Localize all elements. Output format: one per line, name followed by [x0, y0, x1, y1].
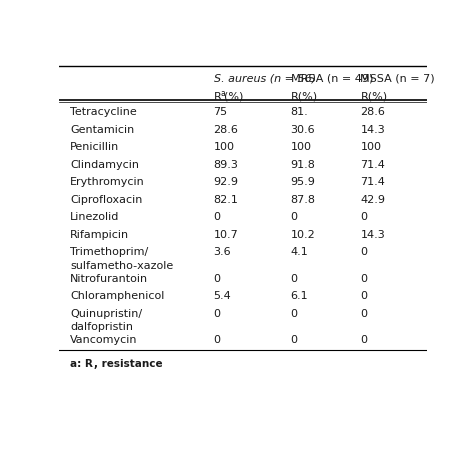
Text: Trimethoprim/: Trimethoprim/ — [70, 247, 148, 257]
Text: 0: 0 — [360, 212, 367, 222]
Text: R: R — [213, 91, 221, 101]
Text: Rifampicin: Rifampicin — [70, 230, 129, 240]
Text: 0: 0 — [360, 309, 367, 319]
Text: 100: 100 — [213, 142, 235, 152]
Text: (%): (%) — [224, 91, 244, 101]
Text: 4.1: 4.1 — [291, 247, 309, 257]
Text: 5.4: 5.4 — [213, 291, 231, 301]
Text: 71.4: 71.4 — [360, 177, 385, 187]
Text: 0: 0 — [213, 273, 220, 283]
Text: 0: 0 — [213, 335, 220, 345]
Text: 0: 0 — [360, 291, 367, 301]
Text: 0: 0 — [360, 335, 367, 345]
Text: 100: 100 — [360, 142, 382, 152]
Text: 0: 0 — [291, 309, 298, 319]
Text: 0: 0 — [213, 212, 220, 222]
Text: R(%): R(%) — [291, 91, 318, 101]
Text: 91.8: 91.8 — [291, 160, 316, 170]
Text: 100: 100 — [291, 142, 312, 152]
Text: 30.6: 30.6 — [291, 125, 315, 135]
Text: Quinupristin/: Quinupristin/ — [70, 309, 142, 319]
Text: Linezolid: Linezolid — [70, 212, 119, 222]
Text: 28.6: 28.6 — [213, 125, 238, 135]
Text: 14.3: 14.3 — [360, 230, 385, 240]
Text: MSSA (n = 7): MSSA (n = 7) — [360, 73, 435, 83]
Text: 10.2: 10.2 — [291, 230, 315, 240]
Text: Erythromycin: Erythromycin — [70, 177, 145, 187]
Text: 14.3: 14.3 — [360, 125, 385, 135]
Text: 92.9: 92.9 — [213, 177, 238, 187]
Text: 81.: 81. — [291, 107, 309, 117]
Text: 71.4: 71.4 — [360, 160, 385, 170]
Text: 0: 0 — [360, 247, 367, 257]
Text: S. aureus (n = 56): S. aureus (n = 56) — [213, 73, 316, 83]
Text: MRSA (n = 49): MRSA (n = 49) — [291, 73, 373, 83]
Text: 0: 0 — [291, 212, 298, 222]
Text: 0: 0 — [213, 309, 220, 319]
Text: 87.8: 87.8 — [291, 195, 316, 205]
Text: 82.1: 82.1 — [213, 195, 238, 205]
Text: 75: 75 — [213, 107, 228, 117]
Text: R(%): R(%) — [360, 91, 388, 101]
Text: a: R: a: R — [70, 359, 93, 369]
Text: Ciprofloxacin: Ciprofloxacin — [70, 195, 143, 205]
Text: dalfopristin: dalfopristin — [70, 322, 133, 332]
Text: Clindamycin: Clindamycin — [70, 160, 139, 170]
Text: Nitrofurantoin: Nitrofurantoin — [70, 273, 148, 283]
Text: 95.9: 95.9 — [291, 177, 316, 187]
Text: Chloramphenicol: Chloramphenicol — [70, 291, 164, 301]
Text: 0: 0 — [291, 335, 298, 345]
Text: , resistance: , resistance — [94, 359, 163, 369]
Text: 89.3: 89.3 — [213, 160, 238, 170]
Text: sulfametho-xazole: sulfametho-xazole — [70, 261, 173, 271]
Text: a: a — [221, 90, 226, 99]
Text: 10.7: 10.7 — [213, 230, 238, 240]
Text: 0: 0 — [360, 273, 367, 283]
Text: 0: 0 — [291, 273, 298, 283]
Text: Gentamicin: Gentamicin — [70, 125, 135, 135]
Text: 6.1: 6.1 — [291, 291, 308, 301]
Text: Tetracycline: Tetracycline — [70, 107, 137, 117]
Text: Penicillin: Penicillin — [70, 142, 119, 152]
Text: 3.6: 3.6 — [213, 247, 231, 257]
Text: 42.9: 42.9 — [360, 195, 385, 205]
Text: Vancomycin: Vancomycin — [70, 335, 138, 345]
Text: 28.6: 28.6 — [360, 107, 385, 117]
